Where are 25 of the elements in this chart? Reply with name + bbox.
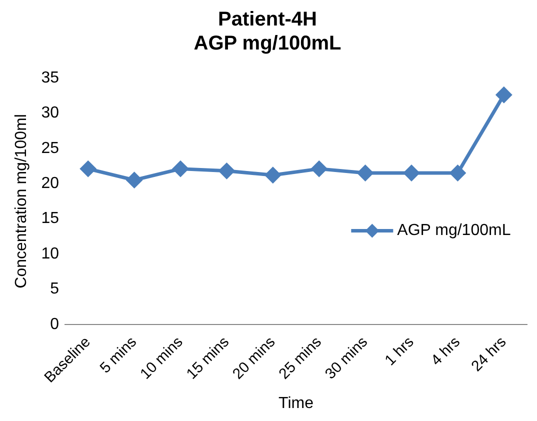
legend-label: AGP mg/100mL — [397, 222, 511, 240]
point — [404, 165, 420, 181]
point — [358, 165, 374, 181]
y-tick-label: 30 — [41, 104, 60, 122]
y-tick-label: 0 — [50, 316, 60, 333]
x-tick-label: 4 hrs — [428, 333, 464, 370]
point — [126, 172, 142, 188]
y-tick-label: 10 — [41, 245, 60, 262]
x-axis-title: Time — [278, 394, 314, 412]
point — [311, 161, 327, 177]
point — [172, 161, 188, 177]
chart-title: Patient-4H AGP mg/100mL — [194, 8, 342, 55]
x-tick-label: 1 hrs — [382, 333, 418, 370]
point — [450, 165, 466, 181]
point — [265, 167, 281, 183]
y-axis-title: Concentration mg/100ml — [13, 114, 30, 288]
point — [218, 163, 234, 179]
point — [80, 161, 96, 177]
y-tick-label: 25 — [41, 140, 60, 157]
point — [496, 87, 512, 103]
y-tick-label: 5 — [50, 280, 60, 298]
y-tick-label: 15 — [41, 210, 60, 228]
y-tick-label: 35 — [41, 69, 60, 86]
x-tick-label: 24 hrs — [468, 333, 510, 375]
y-tick-label: 20 — [41, 175, 60, 192]
